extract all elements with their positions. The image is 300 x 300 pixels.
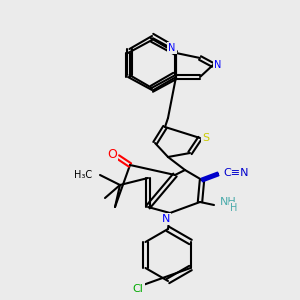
Text: N: N <box>168 43 176 53</box>
Text: H₃C: H₃C <box>74 170 92 180</box>
Text: N: N <box>214 60 222 70</box>
Text: O: O <box>107 148 117 161</box>
Text: Cl: Cl <box>133 284 143 294</box>
Text: N: N <box>162 214 170 224</box>
Text: S: S <box>202 133 210 143</box>
Text: C: C <box>226 167 234 177</box>
Text: NH: NH <box>220 197 237 207</box>
Text: H: H <box>230 203 237 213</box>
Text: N: N <box>234 167 242 177</box>
Text: C≡N: C≡N <box>223 168 248 178</box>
